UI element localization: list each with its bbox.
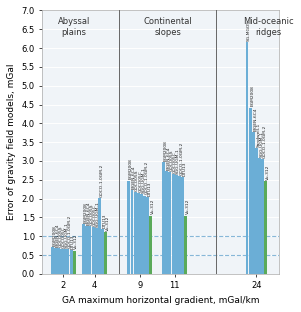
Bar bbox=[101, 229, 104, 274]
Text: GOCO05C: GOCO05C bbox=[93, 204, 97, 226]
Bar bbox=[143, 196, 146, 274]
Bar bbox=[249, 108, 252, 274]
Bar bbox=[261, 159, 264, 274]
Bar bbox=[67, 249, 70, 274]
Bar bbox=[175, 175, 178, 274]
Bar bbox=[246, 42, 249, 274]
Text: GOCO05S: GOCO05S bbox=[90, 204, 94, 225]
Text: EGM2008: EGM2008 bbox=[250, 85, 254, 106]
Bar bbox=[131, 190, 133, 274]
Bar bbox=[252, 132, 255, 274]
Text: Sandwell-1: Sandwell-1 bbox=[256, 122, 260, 147]
Text: EGM2008: EGM2008 bbox=[129, 158, 133, 179]
Text: GOCO-1.0GM-2: GOCO-1.0GM-2 bbox=[263, 125, 267, 158]
Text: SGG-UGM-1: SGG-UGM-1 bbox=[176, 149, 180, 174]
Bar bbox=[85, 226, 88, 274]
Text: DTU13: DTU13 bbox=[71, 234, 75, 249]
Bar bbox=[162, 162, 165, 274]
Text: EIGEN-6C4: EIGEN-6C4 bbox=[87, 202, 91, 225]
Text: GOCO05C: GOCO05C bbox=[62, 226, 66, 247]
Bar bbox=[127, 181, 130, 274]
Y-axis label: Error of gravity field models, mGal: Error of gravity field models, mGal bbox=[7, 64, 16, 220]
Text: GOCO05S: GOCO05S bbox=[59, 226, 63, 247]
Text: Vu-312: Vu-312 bbox=[151, 199, 155, 214]
Bar bbox=[169, 172, 171, 274]
Text: Mid-oceanic
ridges: Mid-oceanic ridges bbox=[243, 17, 294, 37]
Bar bbox=[60, 249, 63, 274]
Bar bbox=[82, 224, 85, 274]
Bar bbox=[178, 176, 181, 274]
Bar bbox=[70, 250, 73, 274]
Bar bbox=[258, 158, 261, 274]
Bar bbox=[92, 227, 95, 274]
Bar bbox=[137, 193, 140, 274]
Text: SGG-UGM-1: SGG-UGM-1 bbox=[96, 201, 100, 227]
Bar bbox=[134, 192, 137, 274]
Text: EIGEN-6C4: EIGEN-6C4 bbox=[132, 166, 136, 189]
Text: GOCO05S: GOCO05S bbox=[135, 169, 139, 191]
Text: EGM2008: EGM2008 bbox=[164, 140, 168, 161]
Text: GOCO-1.0GM-2: GOCO-1.0GM-2 bbox=[144, 161, 148, 194]
Bar bbox=[104, 232, 107, 274]
Text: SGG-UGM-1: SGG-UGM-1 bbox=[259, 131, 264, 157]
Text: GOCO05C: GOCO05C bbox=[173, 151, 177, 173]
Text: GOCO-1.0GM-2: GOCO-1.0GM-2 bbox=[179, 142, 183, 175]
Text: SG-MGOS: SG-MGOS bbox=[247, 20, 251, 41]
Text: DTU13: DTU13 bbox=[102, 214, 107, 228]
Bar bbox=[73, 251, 76, 274]
Bar bbox=[63, 249, 66, 274]
Text: Vu-312: Vu-312 bbox=[266, 164, 270, 180]
Bar bbox=[181, 177, 184, 274]
Text: GOCO-1.0GM-2: GOCO-1.0GM-2 bbox=[68, 215, 72, 248]
Bar bbox=[98, 198, 101, 274]
Text: GOCO-1.0GM-2: GOCO-1.0GM-2 bbox=[99, 163, 103, 197]
Bar bbox=[172, 174, 175, 274]
Text: EIGEN-6C4: EIGEN-6C4 bbox=[167, 146, 171, 170]
Bar bbox=[264, 181, 267, 274]
Bar bbox=[165, 171, 168, 274]
Bar bbox=[95, 228, 98, 274]
Text: GOCO05S: GOCO05S bbox=[170, 150, 174, 171]
Text: DTU13: DTU13 bbox=[148, 181, 152, 196]
X-axis label: GA maximum horizontal gradient, mGal/km: GA maximum horizontal gradient, mGal/km bbox=[62, 296, 259, 305]
Text: DTU13: DTU13 bbox=[182, 161, 186, 176]
Bar bbox=[54, 248, 57, 274]
Text: SGG-UGM-1: SGG-UGM-1 bbox=[65, 222, 69, 248]
Bar bbox=[149, 216, 152, 274]
Bar bbox=[51, 247, 54, 274]
Bar bbox=[255, 148, 258, 274]
Text: Continental
slopes: Continental slopes bbox=[143, 17, 192, 37]
Text: Vu-312: Vu-312 bbox=[106, 215, 110, 231]
Bar bbox=[88, 227, 92, 274]
Text: Abyssal
plains: Abyssal plains bbox=[57, 17, 90, 37]
Text: Vu-312: Vu-312 bbox=[186, 199, 190, 214]
Text: Vu-312: Vu-312 bbox=[74, 234, 78, 249]
Bar bbox=[57, 248, 60, 274]
Text: GOCO05C: GOCO05C bbox=[138, 170, 142, 192]
Bar bbox=[140, 194, 143, 274]
Bar bbox=[184, 216, 187, 274]
Bar bbox=[146, 197, 149, 274]
Text: EGM2008: EGM2008 bbox=[52, 225, 56, 246]
Text: EIGEN-6C4: EIGEN-6C4 bbox=[55, 223, 59, 247]
Text: EIGEN-6C4: EIGEN-6C4 bbox=[253, 108, 257, 131]
Text: SGG-UGM-1: SGG-UGM-1 bbox=[141, 167, 145, 193]
Text: EGM2008: EGM2008 bbox=[84, 202, 88, 223]
